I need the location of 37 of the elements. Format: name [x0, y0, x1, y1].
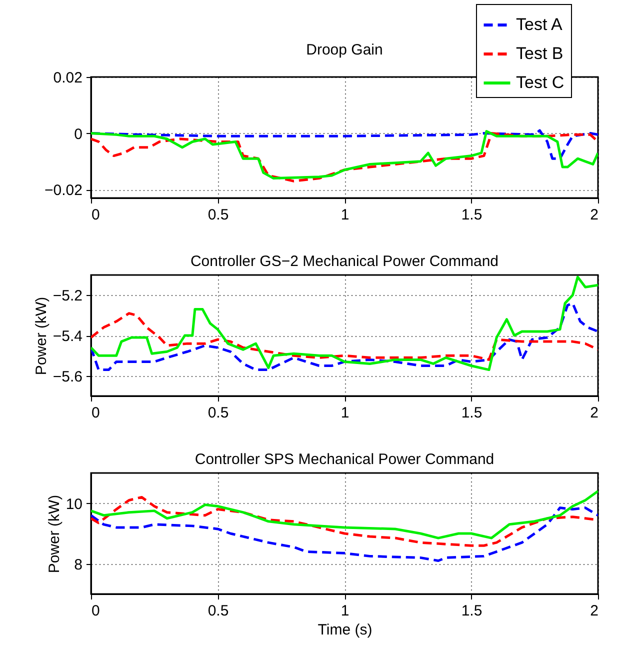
x-tick-label: 1.5 — [461, 404, 482, 422]
chart-title: Controller GS−2 Mechanical Power Command — [190, 253, 499, 270]
legend-label: Test B — [516, 44, 564, 63]
line-series — [91, 276, 598, 372]
x-tick-label: 1 — [340, 404, 350, 422]
line-series — [91, 312, 598, 361]
x-tick-label: 1 — [340, 206, 350, 224]
x-axis-title: Time (s) — [318, 622, 372, 638]
y-tick-label: −5.6 — [52, 368, 82, 386]
y-tick-label: 0 — [74, 126, 82, 143]
y-tick-label: 0.02 — [53, 70, 82, 86]
y-tick-label: −5.4 — [52, 328, 82, 345]
legend-label: Test A — [516, 15, 563, 34]
x-tick-label: 0 — [92, 206, 100, 224]
x-tick-label: 1.5 — [461, 602, 482, 620]
x-tick-label: 2 — [590, 602, 598, 620]
x-tick-label: 0.5 — [208, 206, 229, 224]
y-tick-label: −0.02 — [44, 182, 82, 200]
x-tick-label: 1.5 — [461, 206, 482, 224]
chart-title: Controller SPS Mechanical Power Command — [194, 451, 494, 468]
chart-title: Droop Gain — [306, 42, 383, 58]
x-tick-label: 1 — [340, 602, 350, 620]
x-tick-label: 0 — [92, 602, 100, 620]
y-tick-label: 10 — [66, 496, 82, 513]
line-series — [91, 506, 598, 562]
line-series — [91, 490, 598, 540]
y-tick-label: −5.2 — [52, 288, 82, 305]
x-tick-label: 2 — [590, 404, 598, 422]
y-axis-title: Power (kW) — [46, 494, 63, 574]
line-series — [91, 302, 598, 372]
x-tick-label: 0.5 — [208, 602, 229, 620]
x-tick-label: 0 — [92, 404, 100, 422]
x-tick-label: 2 — [590, 206, 598, 224]
y-axis-title: Power (kW) — [32, 296, 50, 376]
x-tick-label: 0.5 — [208, 404, 229, 422]
legend-label: Test C — [516, 73, 564, 92]
y-tick-label: 8 — [74, 556, 82, 574]
